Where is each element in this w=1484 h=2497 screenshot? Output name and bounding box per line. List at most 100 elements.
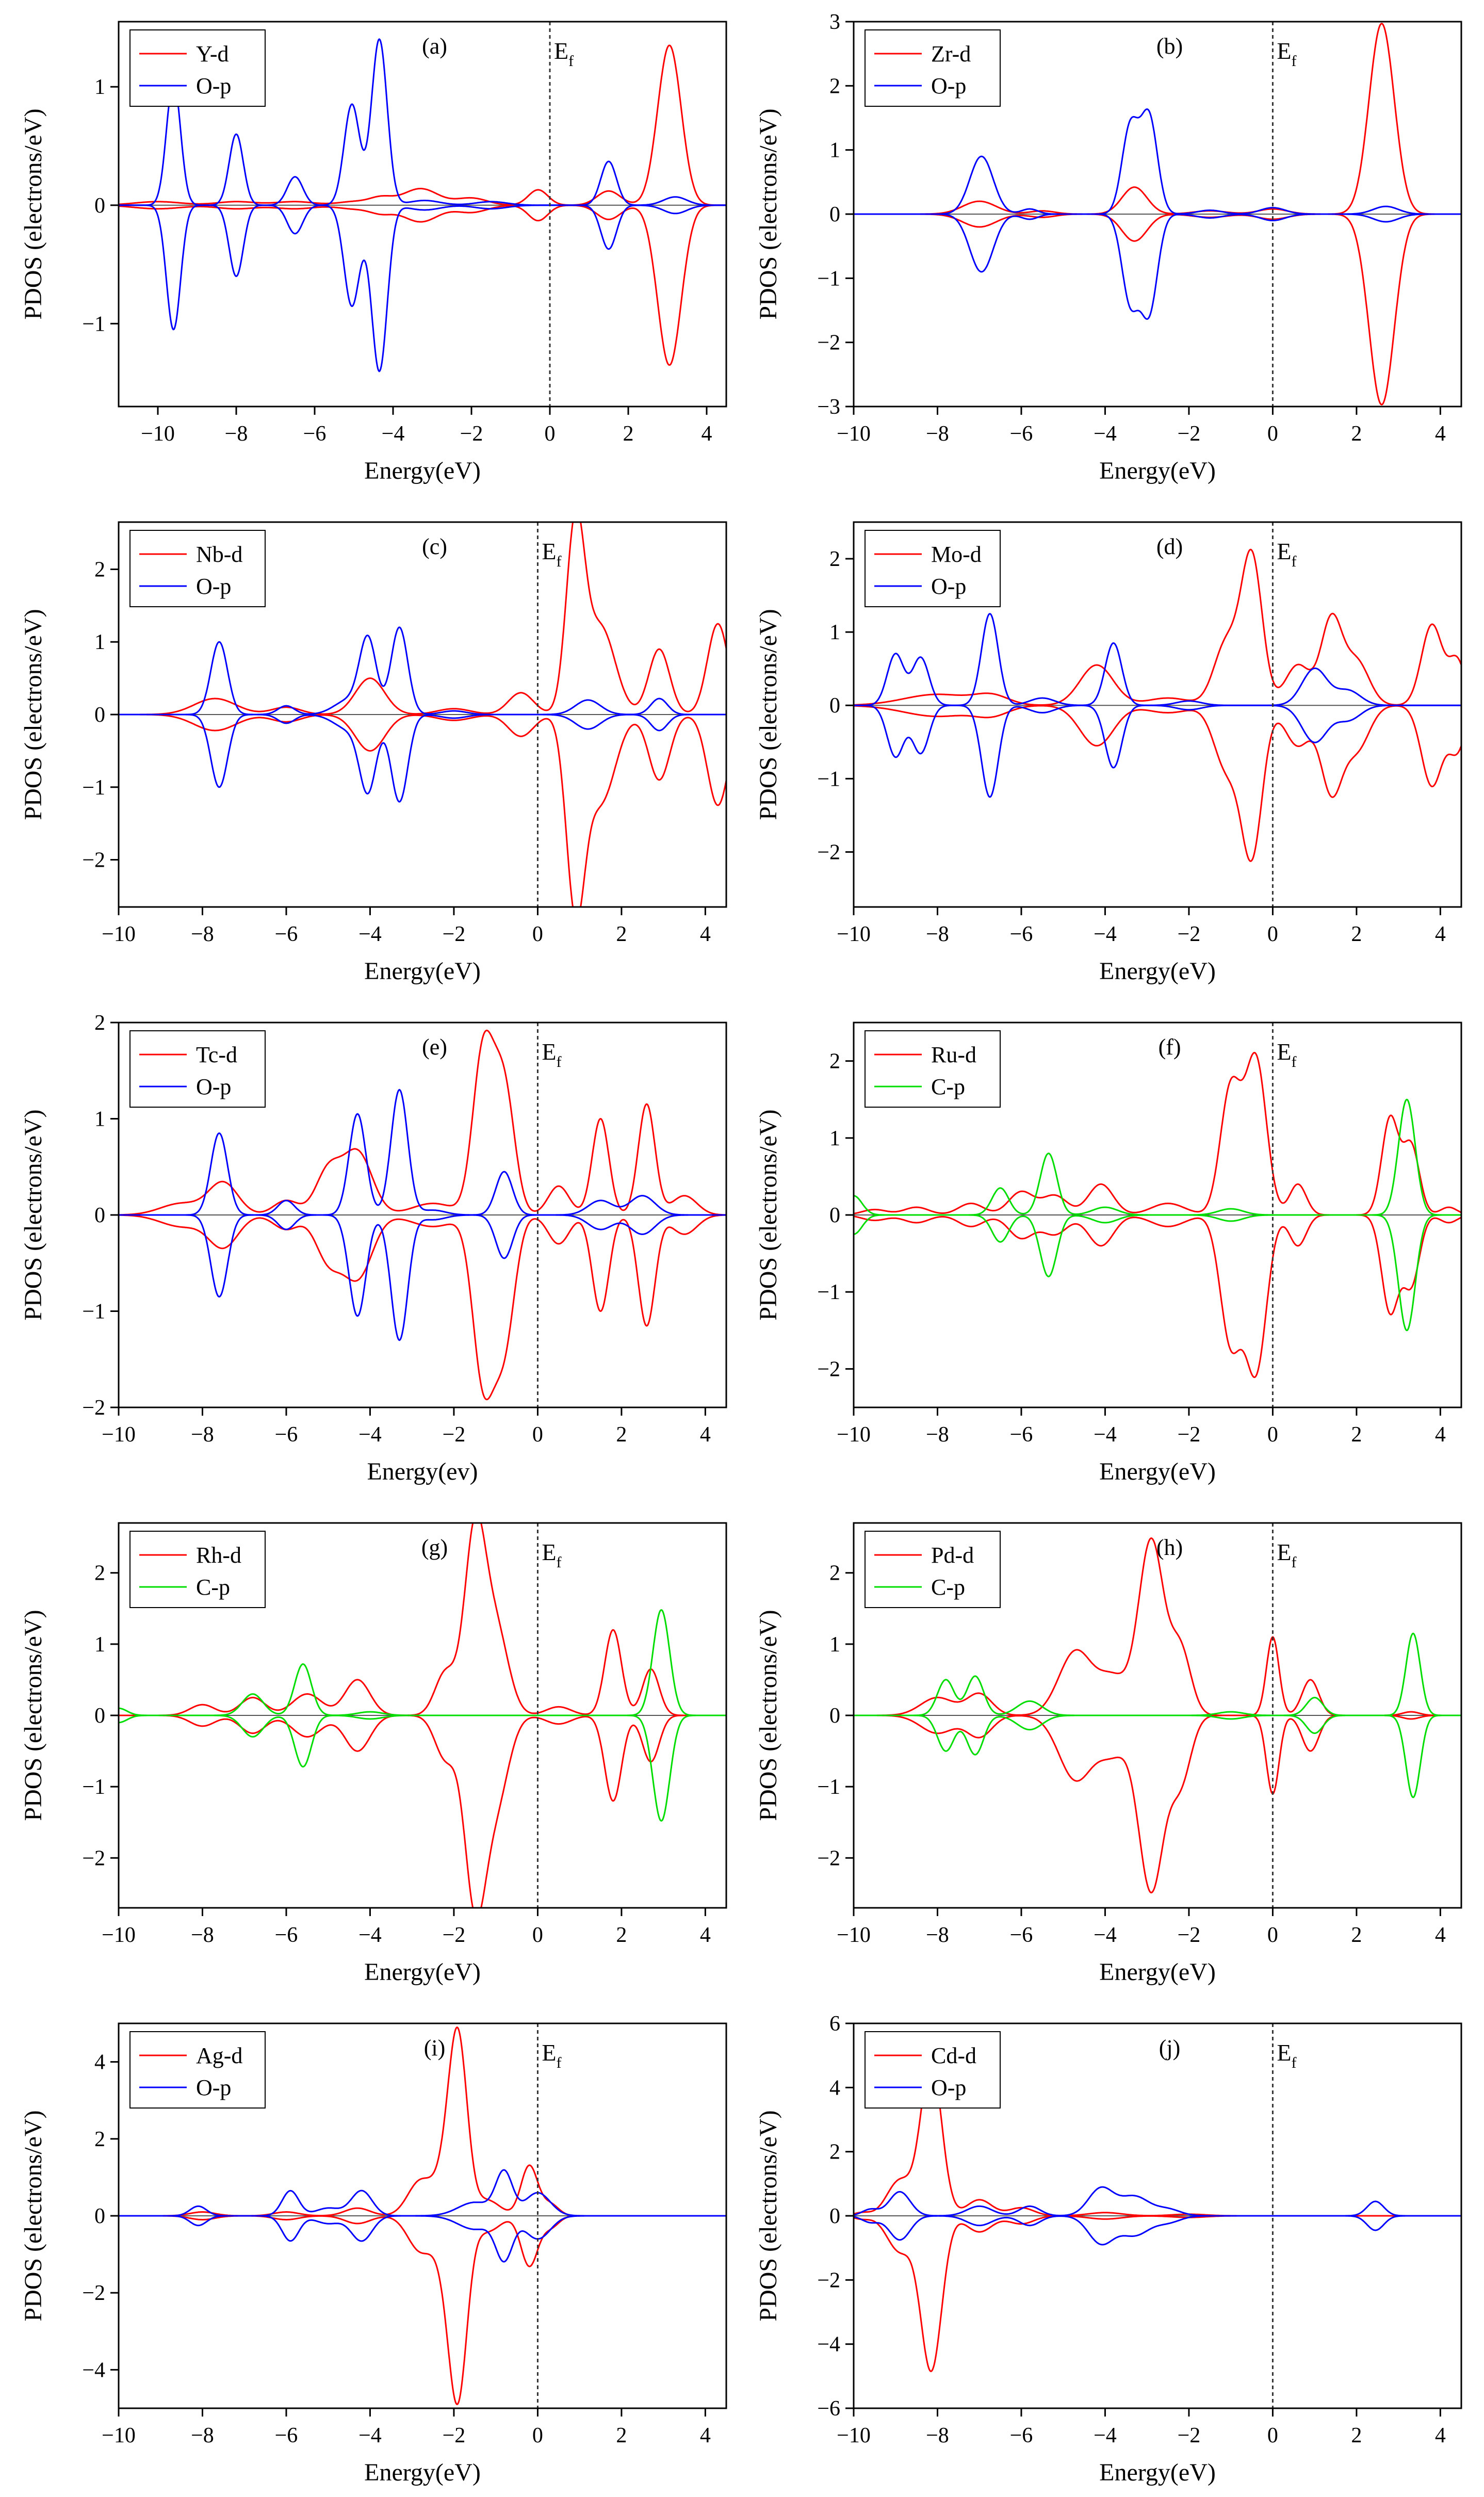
series-line-y-d-down (119, 204, 726, 366)
x-tick-label: −6 (1010, 1923, 1033, 1947)
series-group (854, 1537, 1461, 1894)
y-tick-label: 2 (829, 2141, 840, 2164)
x-tick-label: 0 (532, 1423, 543, 1447)
panel-label: (h) (1156, 1535, 1183, 1560)
series-line-nb-d-up (119, 522, 726, 716)
y-tick-label: −1 (82, 312, 105, 336)
y-tick-label: −1 (817, 1280, 840, 1304)
legend-box (865, 2031, 1001, 2109)
y-tick-label: 0 (94, 194, 105, 218)
y-tick-label: 0 (829, 1204, 840, 1227)
y-tick-label: 2 (94, 2128, 105, 2151)
series-line-o-p-up (854, 613, 1461, 706)
y-tick-label: 0 (829, 694, 840, 718)
panel-label: (b) (1156, 34, 1183, 59)
x-tick-label: −8 (926, 1923, 949, 1947)
series-line-zr-d-down (854, 213, 1461, 406)
fermi-level-subscript: f (1292, 1053, 1297, 1071)
y-tick-label: 0 (94, 703, 105, 727)
legend-entry-o-p: O-p (196, 2075, 231, 2100)
fermi-level-subscript: f (1292, 1554, 1297, 1571)
fermi-level-label: Ef (542, 2039, 561, 2071)
x-tick-label: −2 (1178, 2424, 1201, 2447)
series-line-rh-d-up (119, 1523, 726, 1716)
series-group (119, 38, 726, 372)
x-tick-label: −8 (191, 922, 214, 946)
x-tick-label: 4 (700, 922, 711, 946)
x-tick-label: −2 (1178, 1423, 1201, 1447)
y-tick-label: 1 (94, 1633, 105, 1657)
series-group (854, 23, 1461, 406)
series-line-o-p-down (854, 2215, 1461, 2246)
chart-panel-i: −10 −8 −6 −4 −2 0 2 4 −4 −2 0 2 4 Energy(eV) PDOS (ele… (20, 2022, 727, 2486)
y-axis-label: PDOS (electrons/eV) (20, 1610, 47, 1821)
legend-entry-mo-d: Mo-d (931, 542, 982, 567)
legend-box (129, 29, 266, 107)
fermi-level-subscript: f (557, 1554, 562, 1571)
y-tick-label: −1 (817, 767, 840, 791)
y-tick-label: 1 (94, 630, 105, 654)
x-tick-label: −8 (926, 422, 949, 446)
legend-entry-ru-d: Ru-d (931, 1042, 976, 1067)
x-tick-label: −6 (275, 1923, 298, 1947)
x-tick-label: −4 (1094, 2424, 1117, 2447)
x-tick-label: −8 (191, 1423, 214, 1447)
fermi-level-label: Ef (1277, 2039, 1296, 2071)
y-tick-label: 2 (829, 1050, 840, 1074)
x-tick-label: 2 (1351, 422, 1362, 446)
x-tick-label: 0 (1267, 2424, 1278, 2447)
x-tick-label: −4 (1094, 922, 1117, 946)
fermi-level-label: Ef (542, 1539, 561, 1571)
x-tick-label: −8 (225, 422, 248, 446)
x-axis-label: Energy(eV) (1099, 958, 1216, 985)
fermi-level-label: Ef (1277, 1539, 1296, 1571)
panel-label: (i) (424, 2035, 446, 2061)
x-tick-label: 0 (532, 2424, 543, 2447)
y-tick-label: 2 (94, 1562, 105, 1585)
series-line-o-p-down (854, 704, 1461, 798)
series-line-c-p-up (119, 1609, 726, 1716)
plot-frame (853, 521, 1462, 908)
x-tick-label: 4 (700, 1423, 711, 1447)
x-tick-label: −10 (837, 422, 871, 446)
series-line-o-p-down (119, 2215, 726, 2263)
x-tick-label: 4 (1435, 422, 1446, 446)
x-tick-label: 4 (1435, 2424, 1446, 2447)
y-tick-label: 0 (829, 2204, 840, 2228)
legend-entry-c-p: C-p (196, 1575, 230, 1600)
x-tick-label: −6 (303, 422, 327, 446)
series-line-nb-d-down (119, 714, 726, 907)
legend-entry-pd-d: Pd-d (931, 1543, 974, 1568)
y-tick-label: −2 (817, 1846, 840, 1870)
series-line-c-p-up (854, 1632, 1461, 1716)
y-tick-label: −1 (817, 1775, 840, 1799)
x-tick-label: −6 (1010, 922, 1033, 946)
legend-entry-o-p: O-p (931, 574, 966, 599)
x-tick-label: 2 (616, 2424, 627, 2447)
series-line-ag-d-down (119, 2215, 726, 2405)
x-tick-label: 4 (700, 2424, 711, 2447)
x-tick-label: −10 (102, 1923, 136, 1947)
y-axis-label: PDOS (electrons/eV) (755, 1610, 782, 1821)
y-tick-label: 2 (829, 74, 840, 98)
x-tick-label: −10 (102, 922, 136, 946)
x-tick-label: −10 (837, 1423, 871, 1447)
x-tick-label: −8 (926, 922, 949, 946)
series-group (854, 2060, 1461, 2372)
panel-label: (c) (422, 534, 447, 559)
series-line-o-p-down (119, 714, 726, 803)
series-line-o-p-down (854, 213, 1461, 320)
fermi-level-subscript: f (557, 1053, 562, 1071)
y-tick-label: −2 (817, 331, 840, 355)
x-tick-label: 2 (616, 1923, 627, 1947)
x-tick-label: −6 (1010, 1423, 1033, 1447)
x-tick-label: −2 (443, 2424, 466, 2447)
y-tick-label: −2 (817, 2268, 840, 2292)
y-tick-label: 2 (829, 1562, 840, 1585)
y-tick-label: 1 (829, 1633, 840, 1657)
